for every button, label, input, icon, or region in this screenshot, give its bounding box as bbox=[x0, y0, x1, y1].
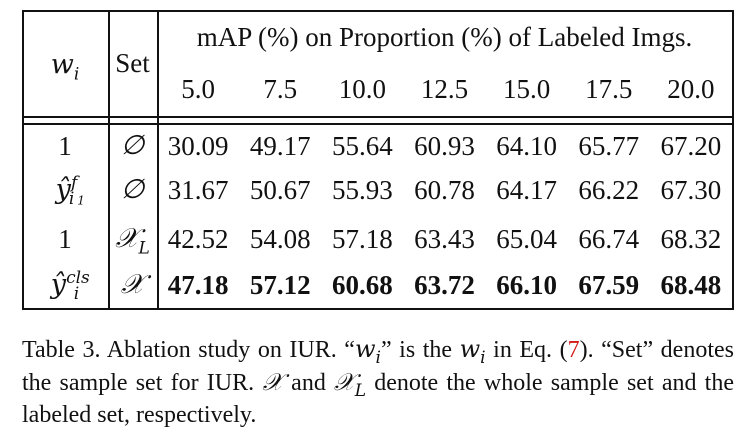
col-rule-right bbox=[732, 10, 734, 310]
map-value-cell: 67.20 bbox=[660, 131, 722, 161]
proportion-header-cell: 10.0 bbox=[338, 74, 386, 104]
header-group-title: mAP (%) on Proportion (%) of Labeled Img… bbox=[196, 22, 693, 52]
proportion-header-cell: 20.0 bbox=[667, 74, 715, 104]
proportion-header-cell: 15.0 bbox=[503, 74, 551, 104]
row-weight-cell: ŷclsi bbox=[50, 268, 90, 305]
proportion-header-cell: 17.5 bbox=[585, 74, 633, 104]
map-value-cell: 63.72 bbox=[414, 270, 475, 300]
row-weight-cell: 1 bbox=[58, 131, 72, 161]
header-bottom-rule-1 bbox=[22, 116, 734, 118]
row-weight-cell: 1 bbox=[58, 224, 72, 254]
map-value-cell: 54.08 bbox=[249, 224, 311, 254]
map-value-cell: 47.18 bbox=[167, 270, 229, 300]
map-value-cell: 30.09 bbox=[167, 131, 229, 161]
row-set-cell: ∅ bbox=[120, 130, 145, 161]
map-value-cell: 66.10 bbox=[496, 270, 557, 300]
table-top-rule bbox=[22, 10, 734, 12]
map-value-cell: 49.17 bbox=[249, 131, 311, 161]
proportion-header-cell: 5.0 bbox=[181, 74, 215, 104]
map-value-cell: 65.77 bbox=[578, 131, 640, 161]
map-value-cell: 68.48 bbox=[660, 270, 722, 300]
row-set-cell: ∅ bbox=[120, 174, 145, 205]
col-rule-left bbox=[22, 10, 24, 310]
map-value-cell: 55.64 bbox=[331, 131, 393, 161]
map-value-cell: 65.04 bbox=[496, 224, 557, 254]
map-value-cell: 67.59 bbox=[578, 270, 640, 300]
row-set-cell: 𝒳 bbox=[120, 269, 145, 300]
map-value-cell: 42.52 bbox=[167, 224, 229, 254]
map-value-cell: 60.93 bbox=[414, 131, 475, 161]
map-value-cell: 68.32 bbox=[660, 224, 722, 254]
row-weight-cell: ŷf1i bbox=[55, 173, 85, 210]
ablation-table: wi Set mAP (%) on Proportion (%) of Labe… bbox=[22, 8, 734, 310]
map-value-cell: 60.78 bbox=[414, 175, 475, 205]
proportion-header-cell: 12.5 bbox=[420, 74, 469, 104]
header-wi: wi bbox=[50, 49, 80, 85]
header-set: Set bbox=[115, 48, 150, 78]
table-bottom-rule bbox=[22, 308, 734, 310]
map-value-cell: 67.30 bbox=[660, 175, 722, 205]
map-value-cell: 64.10 bbox=[496, 131, 557, 161]
map-value-cell: 50.67 bbox=[249, 175, 311, 205]
map-value-cell: 60.68 bbox=[331, 270, 393, 300]
map-value-cell: 57.12 bbox=[249, 270, 311, 300]
map-value-cell: 63.43 bbox=[414, 224, 475, 254]
equation-reference-link[interactable]: 7 bbox=[567, 337, 580, 363]
proportion-header-cell: 7.5 bbox=[263, 74, 298, 104]
col-rule-wi-set bbox=[108, 10, 110, 310]
col-rule-set-values bbox=[157, 10, 159, 310]
map-value-cell: 55.93 bbox=[331, 175, 393, 205]
map-value-cell: 64.17 bbox=[496, 175, 557, 205]
header-bottom-rule-2 bbox=[22, 123, 734, 125]
table-caption: Table 3. Ablation study on IUR. “wi” is … bbox=[22, 335, 735, 428]
map-value-cell: 57.18 bbox=[331, 224, 393, 254]
row-set-cell: 𝒳L bbox=[115, 223, 150, 259]
map-value-cell: 66.22 bbox=[578, 175, 640, 205]
map-value-cell: 66.74 bbox=[578, 224, 640, 254]
map-value-cell: 31.67 bbox=[167, 175, 229, 205]
